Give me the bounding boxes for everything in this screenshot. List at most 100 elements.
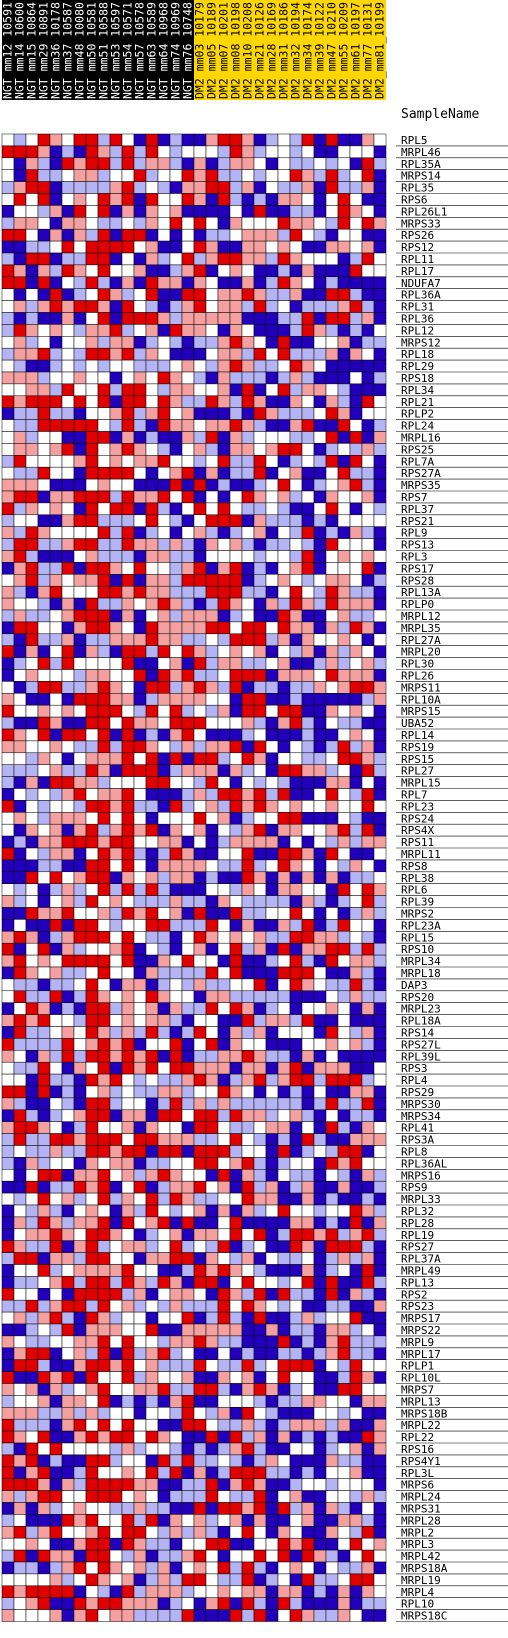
- heatmap-cell: [337, 669, 351, 682]
- heatmap-cell: [337, 1216, 351, 1230]
- heatmap-cell: [325, 1121, 339, 1134]
- heatmap-cell: [373, 264, 387, 278]
- column-header-bg: [26, 0, 38, 100]
- heatmap-cell: [13, 514, 27, 527]
- heatmap-cell: [253, 597, 267, 611]
- heatmap-cell: [97, 1169, 111, 1182]
- heatmap-cell: [49, 1264, 63, 1277]
- heatmap-cell: [97, 895, 111, 908]
- heatmap-cell: [313, 1097, 327, 1111]
- heatmap-cell: [337, 931, 351, 944]
- heatmap-cell: [301, 1252, 315, 1265]
- heatmap-cell: [373, 1121, 387, 1134]
- heatmap-cell: [85, 800, 99, 813]
- heatmap-cell: [205, 1276, 219, 1289]
- row-label: RPS27A: [401, 467, 441, 480]
- heatmap-cell: [205, 1109, 219, 1122]
- heatmap-cell: [337, 324, 351, 337]
- heatmap-cell: [229, 502, 243, 516]
- heatmap-cell: [265, 1514, 279, 1527]
- heatmap-cell: [97, 1561, 111, 1575]
- heatmap-cell: [85, 359, 99, 373]
- heatmap-cell: [109, 407, 123, 420]
- heatmap-cell: [337, 562, 351, 575]
- heatmap-cell: [49, 431, 63, 444]
- heatmap-cell: [169, 1359, 183, 1372]
- heatmap-cell: [253, 526, 267, 539]
- heatmap-cell: [169, 252, 183, 266]
- heatmap-cell: [349, 205, 363, 218]
- column-header-bg: [86, 0, 98, 100]
- heatmap-cell: [325, 407, 339, 420]
- row-label: MRPL35: [401, 622, 441, 635]
- heatmap-cell: [109, 931, 123, 944]
- heatmap-cell: [85, 871, 99, 884]
- heatmap-cell: [13, 1418, 27, 1432]
- heatmap-cell: [25, 597, 39, 611]
- heatmap-cell: [313, 276, 327, 289]
- heatmap-cell: [169, 240, 183, 254]
- heatmap-cell: [325, 1359, 339, 1372]
- heatmap-cell: [37, 133, 51, 147]
- heatmap-cell: [277, 1526, 291, 1539]
- heatmap-cell: [109, 847, 123, 861]
- column-header-bg: [374, 0, 386, 100]
- heatmap-cell: [85, 193, 99, 206]
- heatmap-cell: [49, 1299, 63, 1313]
- heatmap-cell: [361, 812, 375, 825]
- heatmap-cell: [145, 1430, 159, 1444]
- heatmap-cell: [61, 466, 75, 480]
- heatmap-cell: [181, 1169, 195, 1182]
- heatmap-cell: [61, 502, 75, 516]
- heatmap-cell: [193, 883, 207, 896]
- row-label: RPS27L: [401, 1038, 441, 1051]
- heatmap-cell: [73, 681, 87, 694]
- heatmap-cell: [373, 942, 387, 956]
- heatmap-cell: [85, 788, 99, 801]
- heatmap-cell: [181, 1050, 195, 1063]
- heatmap-cell: [73, 562, 87, 575]
- heatmap-cell: [169, 1442, 183, 1456]
- heatmap-cell: [205, 1490, 219, 1503]
- heatmap-cell: [61, 1347, 75, 1360]
- heatmap-cell: [349, 990, 363, 1003]
- heatmap-cell: [121, 847, 135, 861]
- heatmap-cell: [37, 1264, 51, 1277]
- heatmap-cell: [1, 1299, 15, 1313]
- heatmap-cell: [49, 1430, 63, 1444]
- heatmap-cell: [373, 1537, 387, 1551]
- heatmap-cell: [73, 585, 87, 599]
- row-label: RPL30: [401, 658, 434, 671]
- heatmap-cell: [325, 871, 339, 884]
- heatmap-cell: [157, 1252, 171, 1265]
- heatmap-cell: [85, 1597, 99, 1610]
- heatmap-cell: [277, 324, 291, 337]
- heatmap-cell: [217, 169, 231, 182]
- heatmap-cell: [157, 324, 171, 337]
- heatmap-cell: [145, 550, 159, 563]
- heatmap-cell: [49, 1311, 63, 1325]
- heatmap-cell: [253, 1395, 267, 1408]
- heatmap-cell: [205, 145, 219, 159]
- heatmap-cell: [169, 419, 183, 432]
- heatmap-cell: [61, 907, 75, 920]
- heatmap-cell: [61, 205, 75, 218]
- heatmap-cell: [241, 883, 255, 896]
- heatmap-cell: [85, 383, 99, 397]
- heatmap-cell: [265, 752, 279, 765]
- heatmap-cell: [157, 883, 171, 896]
- heatmap-cell: [85, 669, 99, 682]
- heatmap-cell: [361, 1549, 375, 1563]
- heatmap-cell: [169, 1502, 183, 1515]
- heatmap-cell: [277, 336, 291, 349]
- heatmap-cell: [1, 574, 15, 587]
- heatmap-cell: [157, 1157, 171, 1170]
- heatmap-cell: [301, 669, 315, 682]
- heatmap-cell: [265, 1002, 279, 1015]
- heatmap-cell: [13, 217, 27, 230]
- heatmap-cell: [49, 1145, 63, 1158]
- heatmap-cell: [361, 133, 375, 147]
- heatmap-cell: [289, 1549, 303, 1563]
- heatmap-cell: [181, 336, 195, 349]
- heatmap-cell: [301, 371, 315, 385]
